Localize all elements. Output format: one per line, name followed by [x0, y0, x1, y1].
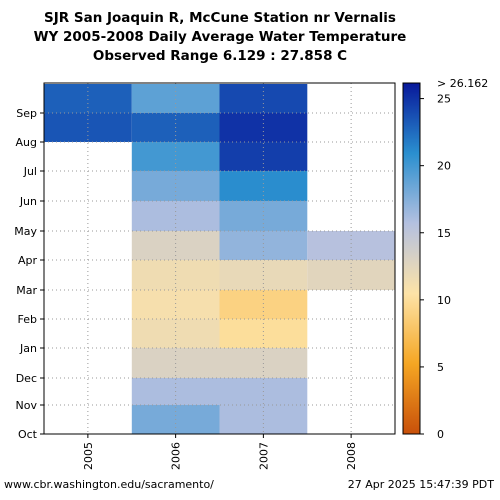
- heatmap-cell: [44, 84, 132, 113]
- y-tick-label: May: [14, 225, 37, 238]
- heatmap-cell: [131, 142, 220, 171]
- footer-url[interactable]: www.cbr.washington.edu/sacramento/: [4, 478, 214, 491]
- colorbar-tick-label: 10: [437, 294, 451, 307]
- y-tick-label: Jun: [19, 195, 37, 208]
- y-tick-label: Dec: [16, 372, 37, 385]
- heatmap-cell: [131, 290, 220, 319]
- y-tick-label: Nov: [16, 399, 38, 412]
- y-tick-label: Feb: [18, 313, 37, 326]
- y-tick-label: Sep: [16, 107, 37, 120]
- heatmap-cell: [131, 84, 220, 113]
- x-tick-label: 2007: [257, 442, 270, 470]
- colorbar-tick-label: 0: [437, 428, 444, 441]
- y-tick-label: Jan: [19, 342, 37, 355]
- y-tick-label: Aug: [16, 136, 37, 149]
- chart-title: SJR San Joaquin R, McCune Station nr Ver…: [0, 9, 440, 66]
- y-tick-label: Jul: [23, 165, 37, 178]
- colorbar-tick-label: 20: [437, 160, 451, 173]
- title-line-1: SJR San Joaquin R, McCune Station nr Ver…: [44, 10, 396, 26]
- colorbar-tick-label: 25: [437, 93, 451, 106]
- x-tick-label: 2006: [170, 442, 183, 470]
- colorbar-max-label: > 26.162: [437, 77, 488, 90]
- y-tick-label: Apr: [18, 254, 38, 267]
- footer-timestamp: 27 Apr 2025 15:47:39 PDT: [347, 478, 494, 491]
- heatmap-cell: [219, 84, 308, 113]
- colorbar-tick-label: 5: [437, 361, 444, 374]
- x-tick-label: 2008: [345, 442, 358, 470]
- title-line-2: WY 2005-2008 Daily Average Water Tempera…: [33, 29, 407, 45]
- y-tick-label: Oct: [18, 428, 38, 441]
- title-line-3: Observed Range 6.129 : 27.858 C: [92, 48, 348, 64]
- plot-frame: [43, 82, 396, 435]
- x-tick-label: 2005: [82, 442, 95, 470]
- colorbar: [402, 82, 421, 435]
- colorbar-tick-label: 15: [437, 227, 451, 240]
- y-tick-label: Mar: [16, 284, 37, 297]
- heatmap-cell: [219, 290, 308, 319]
- heatmap-cell: [219, 142, 308, 171]
